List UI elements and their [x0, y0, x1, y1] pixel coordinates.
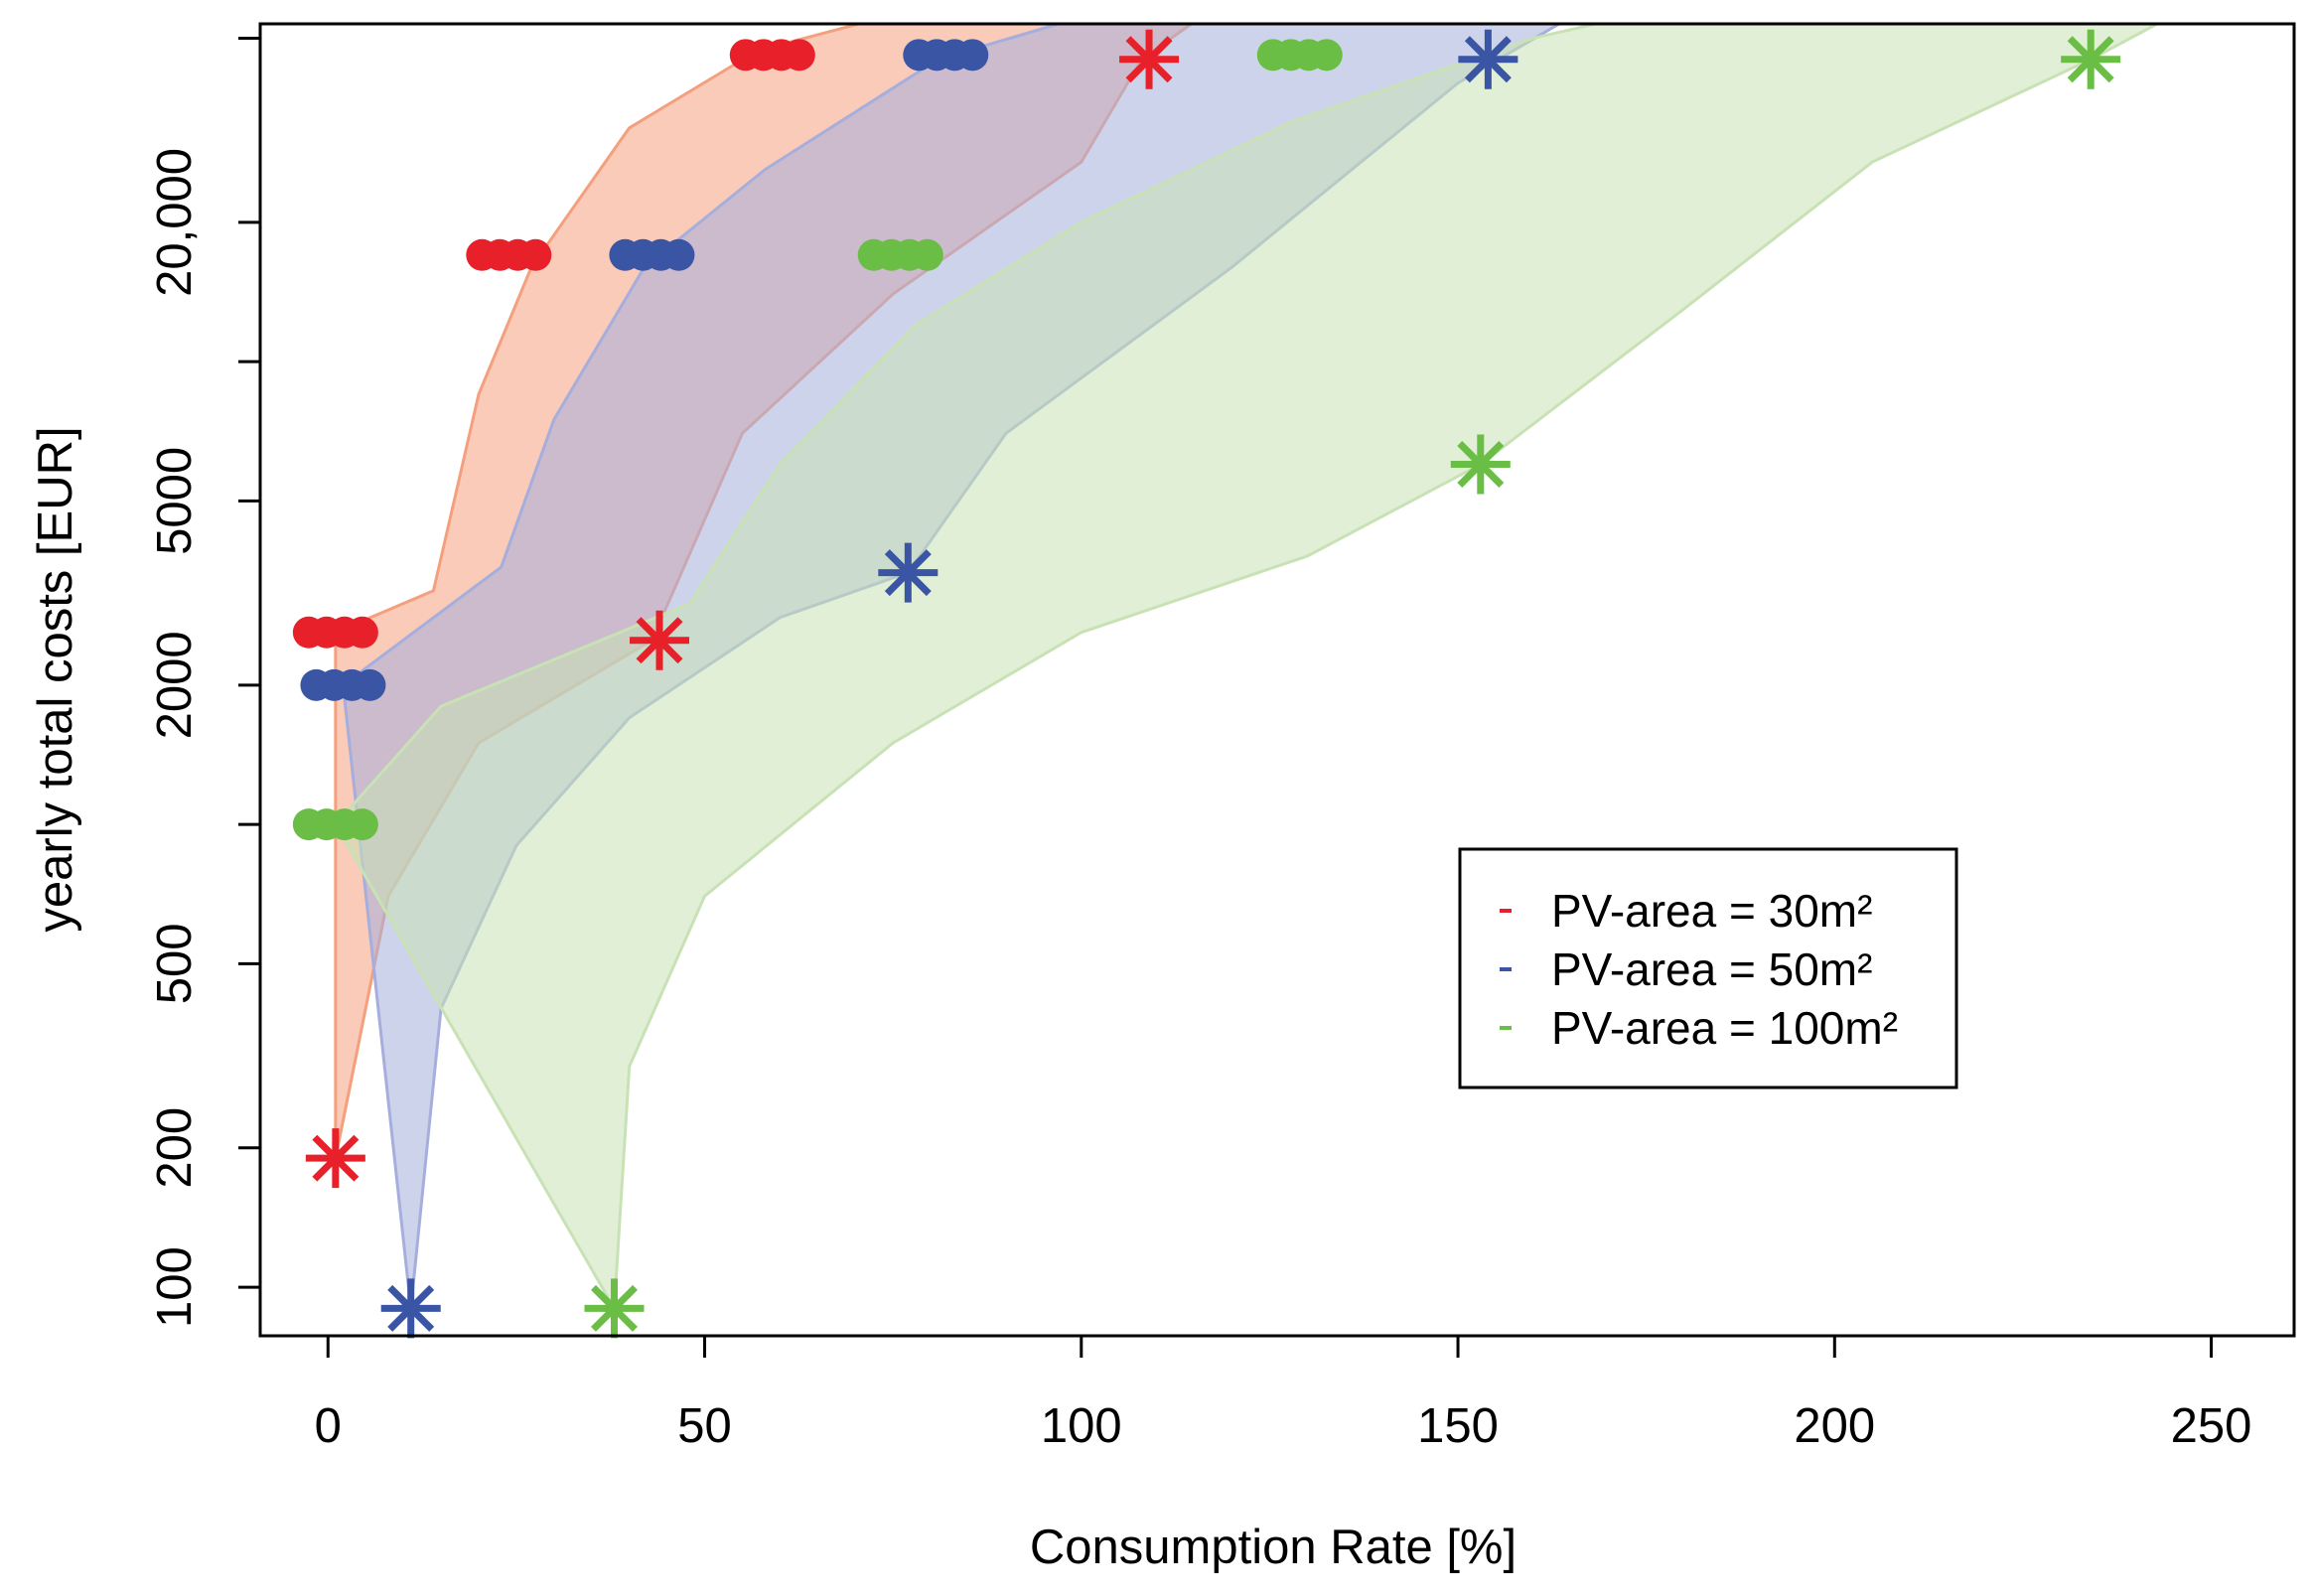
legend-label-3: PV-area = 100m²	[1551, 1002, 1898, 1054]
series-2-upper-dot	[354, 668, 386, 701]
y-tick-label: 100	[148, 1246, 202, 1328]
asterisk-stroke	[1464, 36, 1512, 83]
asterisk-stroke	[1457, 441, 1505, 488]
series-3-lower-point	[2061, 29, 2121, 89]
x-tick-label: 100	[1041, 1399, 1122, 1453]
series-3-upper-dot	[911, 238, 943, 271]
y-tick-label: 200	[148, 1107, 202, 1189]
asterisk-stroke	[884, 549, 932, 597]
legend-label-1: PV-area = 30m²	[1551, 885, 1872, 937]
legend-label-2: PV-area = 50m²	[1551, 943, 1872, 995]
series-1-upper-dot	[346, 616, 378, 649]
series-1-upper-point	[292, 616, 378, 649]
legend: PV-area = 30m² PV-area = 50m² PV-area = 10…	[1458, 847, 1958, 1089]
series-2-lower-point	[1458, 29, 1518, 89]
series-3-upper-dot	[1310, 39, 1343, 72]
y-axis-title: yearly total costs [EUR]	[29, 426, 82, 932]
x-tick-label: 150	[1417, 1399, 1499, 1453]
series-3-lower-point	[1450, 434, 1511, 495]
series-1-lower-point	[305, 1128, 365, 1189]
series-1-upper-dot	[783, 39, 815, 72]
upper-marker-layer	[292, 39, 1343, 841]
series-3-upper-point	[292, 808, 378, 841]
series-3-band	[334, 24, 2161, 1314]
asterisk-stroke	[387, 1284, 435, 1332]
series-2-lower-point	[878, 542, 939, 603]
lower-marker-layer	[305, 29, 2121, 1339]
series-1-upper-point	[729, 39, 815, 72]
series-2-upper-dot	[956, 39, 989, 72]
x-axis-title: Consumption Rate [%]	[1030, 1521, 1517, 1574]
x-tick-label: 50	[677, 1399, 732, 1453]
asterisk-stroke	[636, 617, 683, 664]
series-2-upper-dot	[662, 238, 695, 271]
series-3-upper-point	[1256, 39, 1343, 72]
series-3-lower-point	[584, 1278, 645, 1339]
series-2-lower-point	[380, 1278, 441, 1339]
asterisk-stroke	[312, 1134, 360, 1182]
y-axis: 100 200 500 2000 5000 20,000	[148, 36, 262, 1328]
legend-box	[1458, 847, 1958, 1089]
y-tick-label: 5000	[148, 447, 202, 555]
x-tick-label: 250	[2171, 1399, 2252, 1453]
series-1-upper-point	[466, 238, 552, 271]
legend-items: PV-area = 30m² PV-area = 50m² PV-area = 10…	[1500, 885, 1898, 1054]
x-tick-label: 200	[1794, 1399, 1875, 1453]
asterisk-stroke	[2067, 36, 2114, 83]
asterisk-stroke	[1125, 36, 1173, 83]
series-3-upper-dot	[346, 808, 378, 841]
y-tick-label: 2000	[148, 631, 202, 739]
x-axis: 0 50 100 150 200 250	[315, 1334, 2252, 1453]
series-3-upper-point	[857, 238, 943, 271]
x-tick-label: 0	[315, 1399, 342, 1453]
y-tick-label: 20,000	[148, 148, 202, 297]
plot-frame	[258, 22, 2296, 1338]
series-1-upper-dot	[519, 238, 552, 271]
series-1-lower-point	[1119, 29, 1180, 89]
series-2-upper-point	[300, 668, 386, 701]
y-tick-label: 500	[148, 923, 202, 1004]
series-1-lower-point	[630, 610, 690, 670]
series-2-upper-point	[609, 238, 695, 271]
band-layer	[334, 24, 2161, 1314]
asterisk-stroke	[591, 1284, 638, 1332]
series-2-upper-point	[903, 39, 989, 72]
